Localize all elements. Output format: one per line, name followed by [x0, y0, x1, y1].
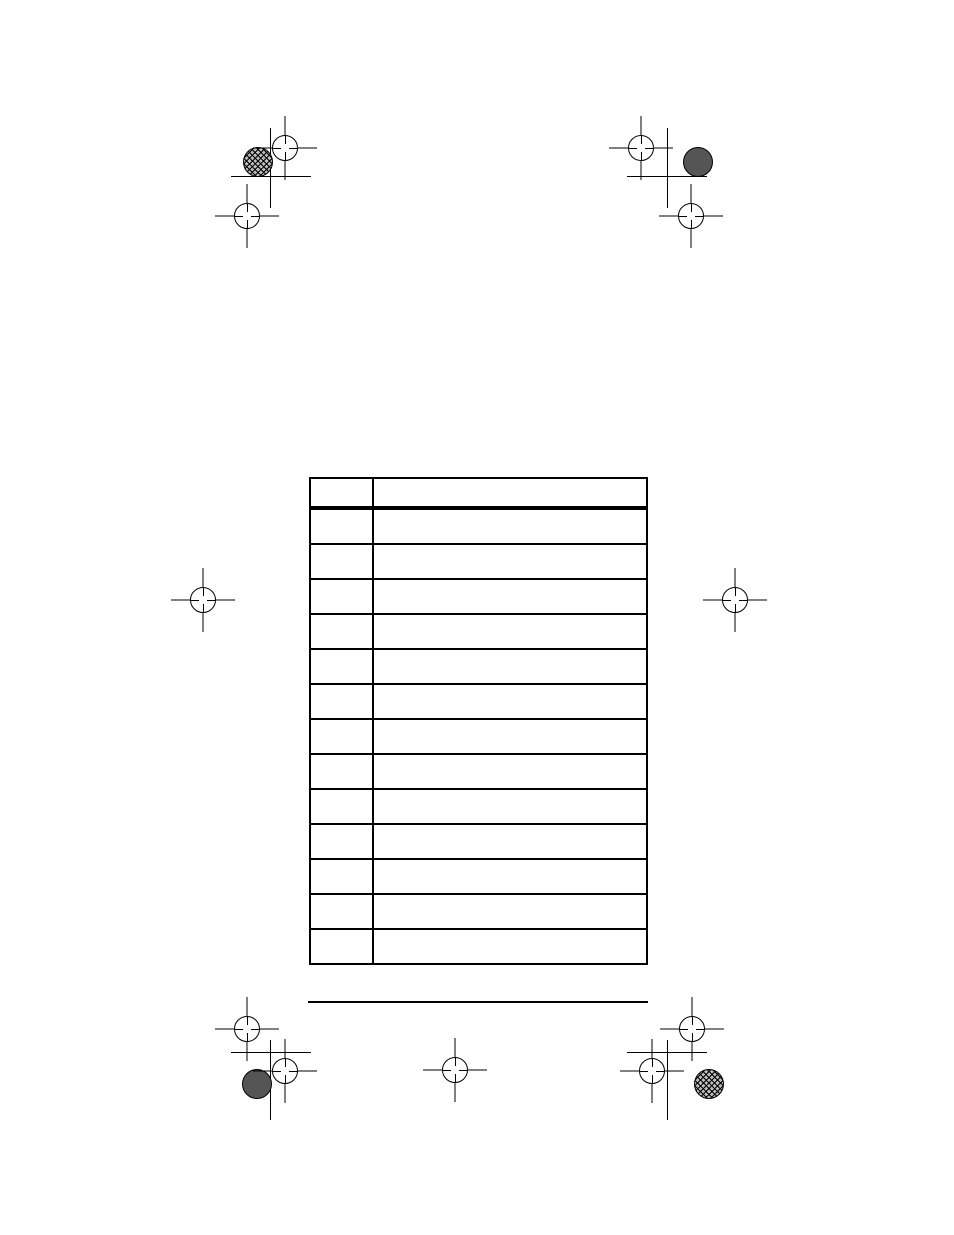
table-cell — [373, 684, 647, 719]
registration-mark — [659, 184, 723, 248]
table-row — [310, 684, 647, 719]
footer-rule — [308, 1001, 648, 1003]
table-cell — [373, 824, 647, 859]
table-header-cell — [310, 478, 373, 507]
table-cell — [310, 544, 373, 579]
table-cell — [373, 894, 647, 929]
table-cell — [310, 684, 373, 719]
table-cell — [373, 509, 647, 544]
table-cell — [310, 859, 373, 894]
registration-mark — [215, 184, 279, 248]
table-header-cell — [373, 478, 647, 507]
table-row — [310, 614, 647, 649]
table-row — [310, 579, 647, 614]
table-cell — [310, 824, 373, 859]
table-cell — [310, 579, 373, 614]
blank-table — [309, 477, 648, 965]
table-cell — [373, 614, 647, 649]
table-cell — [373, 859, 647, 894]
table-cell — [373, 789, 647, 824]
table-cell — [310, 649, 373, 684]
page-canvas — [0, 0, 954, 1235]
registration-mark — [253, 1039, 317, 1103]
table-cell — [310, 754, 373, 789]
table-row — [310, 929, 647, 964]
registration-mark — [171, 568, 235, 632]
table-cell — [373, 579, 647, 614]
table-cell — [373, 929, 647, 964]
table-cell — [373, 649, 647, 684]
table-row — [310, 859, 647, 894]
table-row — [310, 824, 647, 859]
corner-dot — [683, 147, 713, 177]
table-cell — [310, 789, 373, 824]
registration-mark — [620, 1039, 684, 1103]
table-cell — [310, 894, 373, 929]
table-cell — [310, 509, 373, 544]
table-row — [310, 894, 647, 929]
table-cell — [373, 754, 647, 789]
table-cell — [373, 544, 647, 579]
table-cell — [310, 929, 373, 964]
table-row — [310, 719, 647, 754]
table-row — [310, 544, 647, 579]
table-cell — [310, 719, 373, 754]
registration-mark — [253, 116, 317, 180]
table-row — [310, 509, 647, 544]
table-row — [310, 649, 647, 684]
table-row — [310, 754, 647, 789]
registration-mark — [423, 1038, 487, 1102]
corner-dot — [694, 1069, 724, 1099]
registration-mark — [609, 116, 673, 180]
table-cell — [310, 614, 373, 649]
registration-mark — [703, 568, 767, 632]
table-row — [310, 789, 647, 824]
table-cell — [373, 719, 647, 754]
